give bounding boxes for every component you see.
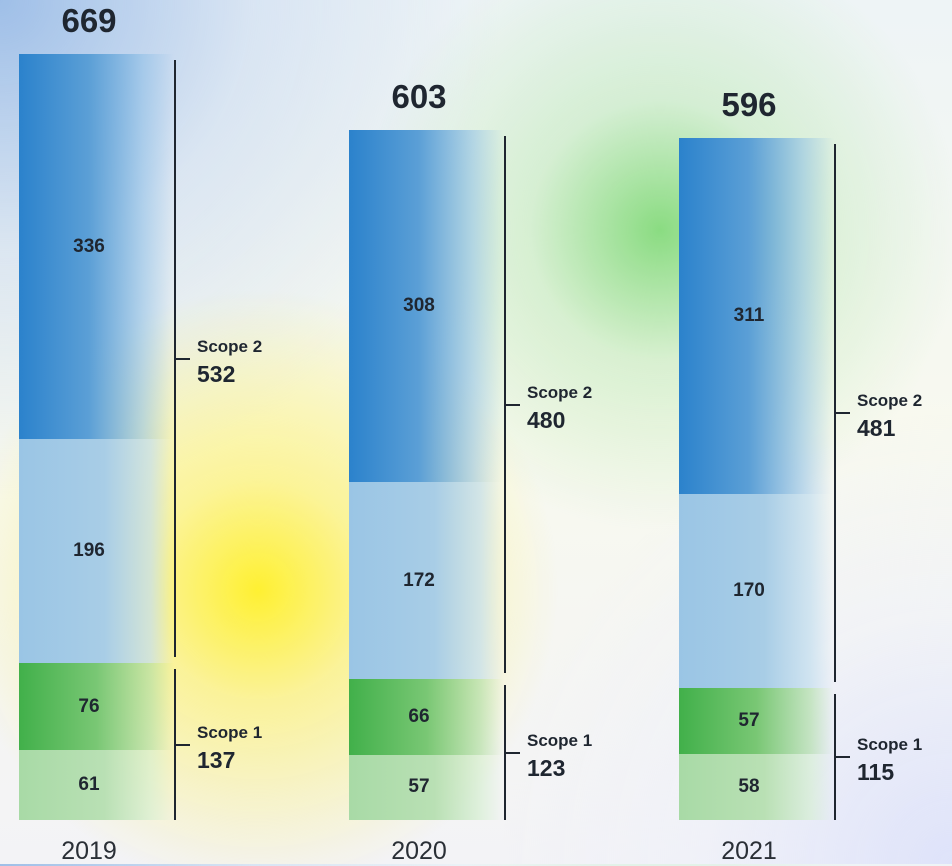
scope-bracket-line — [504, 135, 506, 674]
bar-segment-scope1-top-segment — [679, 688, 834, 754]
data-label: 57 — [738, 710, 760, 731]
scope-total-label: 480 — [527, 406, 566, 433]
data-label: 308 — [403, 295, 435, 317]
bar-segment-scope2-top-segment — [679, 137, 834, 494]
scope-bracket-tick — [506, 751, 520, 754]
bar-total-label: 603 — [391, 77, 447, 115]
scope-total-label: 137 — [197, 746, 236, 773]
data-label: 172 — [403, 569, 435, 591]
bar-segment-scope2-bottom-segment — [349, 482, 504, 680]
bar-segment-scope1-bottom-segment — [349, 754, 504, 820]
scope-bracket-tick — [506, 403, 520, 406]
scope-bracket-line — [834, 694, 836, 820]
bar-segment-scope1-top-segment — [349, 679, 504, 755]
scope-bracket-line — [834, 143, 836, 683]
x-tick-label: 2019 — [61, 837, 117, 865]
bar-total-label: 596 — [721, 85, 777, 123]
data-label: 66 — [408, 705, 430, 727]
x-tick-label: 2020 — [391, 837, 447, 865]
scope-total-label: 481 — [857, 415, 896, 442]
data-label: 196 — [73, 540, 105, 562]
bar-segment-scope1-bottom-segment — [679, 753, 834, 820]
scope-bracket-tick — [176, 743, 190, 746]
scope-bracket-line — [174, 669, 176, 820]
data-label: 336 — [73, 235, 105, 257]
scope-bracket-tick — [176, 357, 190, 360]
scope-total-label: 532 — [197, 360, 236, 387]
bar-segment-scope1-top-segment — [19, 663, 174, 751]
bar-segment-scope2-top-segment — [349, 129, 504, 483]
scope-total-label: 123 — [527, 754, 566, 781]
scope-bracket-line — [174, 60, 176, 658]
scope-name-label: Scope 2 — [197, 336, 263, 356]
bar-segment-scope2-top-segment — [19, 54, 174, 439]
data-label: 170 — [733, 580, 765, 602]
bar-total-label: 669 — [61, 2, 117, 40]
data-label: 57 — [408, 776, 430, 798]
scope-name-label: Scope 2 — [857, 391, 923, 411]
bar-segment-scope1-bottom-segment — [19, 750, 174, 820]
data-label: 76 — [78, 695, 100, 717]
scope-name-label: Scope 1 — [857, 735, 923, 755]
data-label: 61 — [78, 774, 100, 796]
scope-name-label: Scope 1 — [197, 722, 263, 742]
data-label: 311 — [733, 304, 765, 326]
data-label: 58 — [738, 775, 760, 797]
bar-segment-scope2-bottom-segment — [19, 438, 174, 664]
scope-name-label: Scope 1 — [527, 730, 593, 750]
scope-bracket-tick — [836, 756, 850, 759]
scope-total-label: 115 — [857, 759, 895, 786]
bar-segment-scope2-bottom-segment — [679, 493, 834, 689]
scope-name-label: Scope 2 — [527, 382, 593, 402]
scope-bracket-tick — [836, 412, 850, 415]
x-tick-label: 2021 — [721, 837, 777, 865]
scope-bracket-line — [504, 685, 506, 820]
